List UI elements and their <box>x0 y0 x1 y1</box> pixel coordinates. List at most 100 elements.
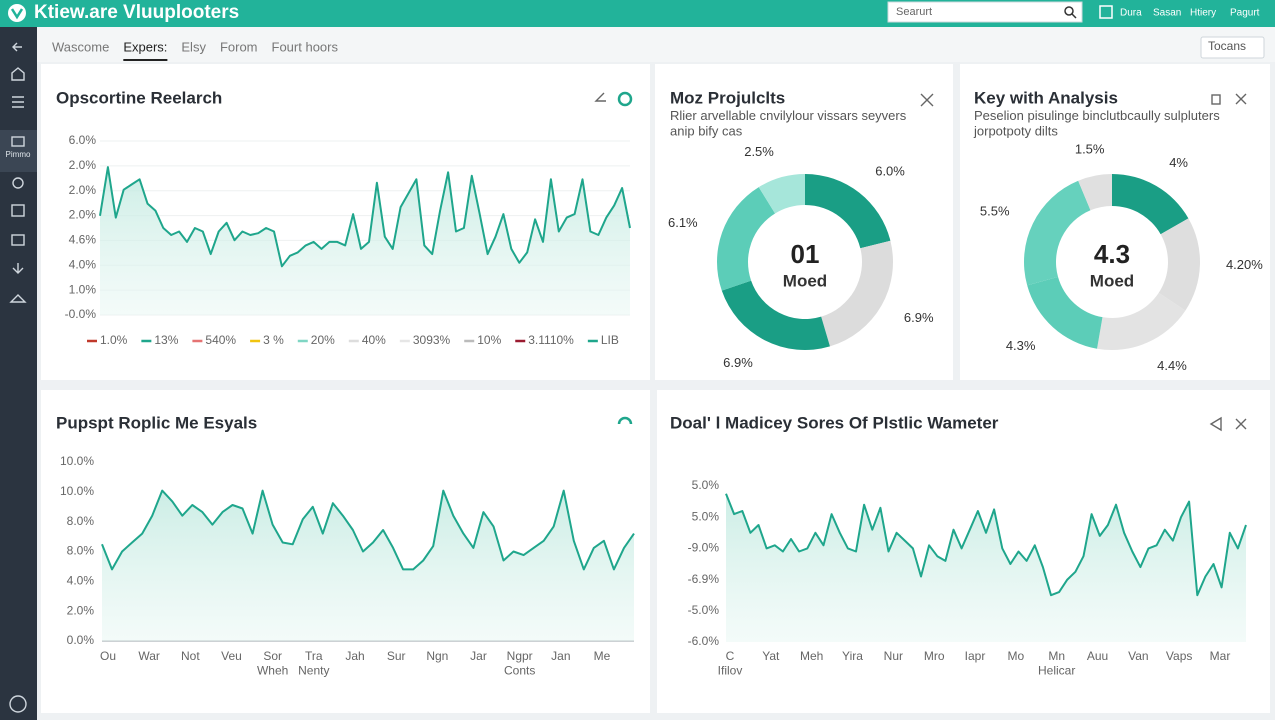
y-tick-label: 5.0% <box>692 478 720 492</box>
back-icon[interactable] <box>12 42 22 52</box>
nav-link[interactable]: Pagurt <box>1230 8 1260 19</box>
area <box>726 493 1246 642</box>
donut-center-value: 01 <box>791 239 820 269</box>
y-tick-label: -9.0% <box>688 541 720 555</box>
tab[interactable]: Forom <box>220 39 258 54</box>
donut-center-label: Moed <box>1090 271 1134 290</box>
slice-label: 4.3% <box>1006 338 1036 353</box>
copy-icon[interactable] <box>1211 94 1221 105</box>
pin-icon[interactable] <box>594 92 606 102</box>
y-tick-label: 6.0% <box>69 133 97 147</box>
legend-label: 540% <box>205 333 236 347</box>
close-icon[interactable] <box>920 93 934 107</box>
sidebar-icons <box>9 42 27 713</box>
x-tick-label: Meh <box>800 649 823 663</box>
donut-slice <box>805 174 891 249</box>
area <box>102 490 634 641</box>
nav-link[interactable]: Dura <box>1120 8 1142 19</box>
y-tick-label: 1.0% <box>69 282 97 296</box>
search-nav-icon[interactable] <box>12 177 24 189</box>
tab[interactable]: Elsy <box>181 39 206 54</box>
y-tick-label: 2.0% <box>67 603 95 617</box>
x-tick-label: Me <box>594 649 611 663</box>
line <box>725 493 1247 597</box>
app-title: Ktiew.are Vluuplooters <box>34 2 239 23</box>
x-tick-label: Tra Nenty <box>298 649 329 677</box>
x-tick-label: Mar <box>1210 649 1231 663</box>
close-icon[interactable] <box>1235 93 1247 105</box>
y-tick-label: 10.0% <box>60 454 94 468</box>
camera-icon[interactable] <box>11 234 25 246</box>
dropdown[interactable] <box>1200 36 1265 59</box>
line <box>99 166 631 268</box>
nav-link[interactable]: Sasan <box>1153 8 1181 19</box>
legend-label: LIB <box>601 333 619 347</box>
chart-title: Pupspt Roplic Me Esyals <box>56 413 257 432</box>
donut-center-value: 4.3 <box>1094 239 1130 269</box>
x-tick-label: Sor Wheh <box>257 649 288 677</box>
tab[interactable]: Wascome <box>52 39 109 54</box>
x-tick-label: Ou <box>100 649 116 663</box>
search-icon-handle <box>1071 13 1077 19</box>
search-placeholder: Searurt <box>896 6 932 18</box>
y-tick-label: 8.0% <box>67 514 95 528</box>
x-tick-label: Not <box>181 649 200 663</box>
y-tick-label: 4.0% <box>67 574 95 588</box>
menu-icon[interactable] <box>12 96 24 108</box>
y-tick-label: 2.0% <box>69 158 97 172</box>
doc-icon[interactable] <box>11 204 25 217</box>
y-tick-label: -6.9% <box>688 572 720 586</box>
sidebar-label: Pimmo <box>6 150 31 159</box>
globe-icon[interactable] <box>617 91 633 107</box>
line <box>101 489 635 571</box>
chart-title: Opscortine Reelarch <box>56 88 222 107</box>
home-icon[interactable] <box>11 67 25 81</box>
y-tick-label: 8.0% <box>67 544 95 558</box>
y-tick-label: 2.0% <box>69 208 97 222</box>
dropdown-label: Tocans <box>1208 39 1246 53</box>
legend-label: 3093% <box>413 333 451 347</box>
donut-slice <box>821 240 894 347</box>
x-tick-label: Mo <box>1007 649 1024 663</box>
x-tick-label: Mn Helicar <box>1038 649 1075 677</box>
logo-mark <box>10 8 24 20</box>
tab[interactable]: Expers: <box>123 39 167 54</box>
donut-slice <box>758 174 805 214</box>
download-icon[interactable] <box>12 263 24 274</box>
slice-label: 6.0% <box>875 164 905 179</box>
tab[interactable]: Fourt hoors <box>272 39 339 54</box>
y-tick-label: -6.0% <box>688 634 720 648</box>
y-tick-label: 4.6% <box>69 233 97 247</box>
y-tick-label: -0.0% <box>65 307 97 321</box>
slice-label: 6.1% <box>668 215 698 230</box>
slice-label: 4% <box>1169 155 1188 170</box>
x-tick-label: Yira <box>842 649 863 663</box>
donut-slice <box>1112 174 1189 235</box>
donut-slice <box>1024 180 1091 286</box>
slice-label: 6.9% <box>904 310 934 325</box>
nav-link[interactable]: Htiery <box>1190 8 1216 19</box>
chart-title: Key with Analysis <box>974 88 1118 107</box>
x-tick-label: Iapr <box>965 649 986 663</box>
settings-icon[interactable] <box>9 695 27 713</box>
chart-title: Moz Projulclts <box>670 88 785 107</box>
x-tick-label: Veu <box>221 649 242 663</box>
search-box[interactable] <box>887 1 1083 23</box>
close-icon[interactable] <box>1235 418 1247 430</box>
logo[interactable] <box>8 4 26 22</box>
x-tick-label: C Ifilov <box>718 649 743 677</box>
legend-label: 40% <box>362 333 386 347</box>
x-tick-label: Auu <box>1087 649 1108 663</box>
slice-label: 4.20% <box>1226 257 1263 272</box>
x-tick-label: Van <box>1128 649 1148 663</box>
portfolio-icon[interactable] <box>11 136 25 147</box>
refresh-icon[interactable] <box>617 416 633 425</box>
x-tick-label: Mro <box>924 649 945 663</box>
user-icon[interactable] <box>1099 5 1113 19</box>
legend-label: 20% <box>311 333 335 347</box>
back-icon[interactable] <box>1209 416 1222 432</box>
y-tick-label: 10.0% <box>60 484 94 498</box>
chart-icon[interactable] <box>9 294 27 303</box>
search-icon[interactable] <box>1064 6 1074 16</box>
